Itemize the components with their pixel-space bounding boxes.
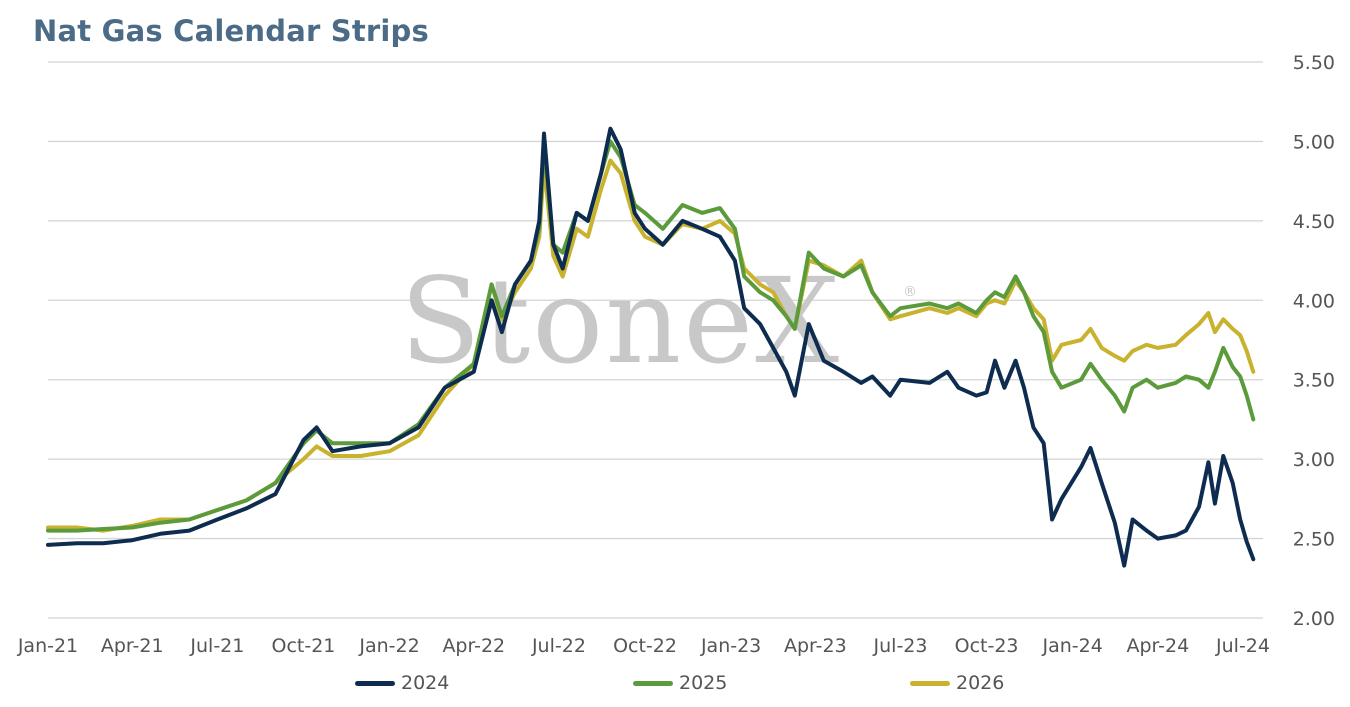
y-tick-label: 5.00 (1293, 131, 1335, 153)
legend-item-2025: 2025 (633, 672, 727, 694)
x-axis-ticks: Jan-21 Apr-21 Jul-21 Oct-21 Jan-22 Apr-22 Jul-… (17, 635, 1270, 657)
legend-swatch-2025 (633, 680, 673, 686)
x-tick-label: Apr-23 (784, 635, 847, 657)
x-tick-label: Jul-21 (189, 635, 244, 657)
legend-label-2026: 2026 (956, 672, 1005, 694)
legend-swatch-2026 (910, 680, 950, 686)
y-tick-label: 4.50 (1293, 211, 1335, 233)
x-tick-label: Jul-23 (873, 635, 928, 657)
x-tick-label: Jul-22 (531, 635, 586, 657)
x-tick-label: Jan-23 (700, 635, 761, 657)
x-tick-label: Jan-24 (1042, 635, 1103, 657)
y-tick-label: 4.00 (1293, 290, 1335, 312)
y-tick-label: 2.00 (1293, 608, 1335, 630)
legend-label-2025: 2025 (679, 672, 728, 694)
registered-mark-icon: ® (903, 284, 917, 300)
x-tick-label: Apr-21 (101, 635, 164, 657)
y-tick-label: 3.50 (1293, 370, 1335, 392)
y-tick-label: 5.50 (1293, 52, 1335, 74)
x-tick-label: Oct-22 (613, 635, 677, 657)
legend: 2024 2025 2026 (0, 672, 1350, 702)
series-lines (46, 126, 1256, 568)
x-tick-label: Apr-24 (1126, 635, 1189, 657)
x-tick-label: Jan-21 (17, 635, 78, 657)
chart-title: Nat Gas Calendar Strips (33, 14, 429, 48)
y-tick-label: 3.00 (1293, 449, 1335, 471)
legend-item-2024: 2024 (355, 672, 449, 694)
x-tick-label: Jul-24 (1215, 635, 1270, 657)
legend-swatch-2024 (355, 680, 395, 686)
x-tick-label: Oct-21 (272, 635, 336, 657)
y-axis-ticks: 5.50 5.00 4.50 4.00 3.50 3.00 2.50 2.00 (1293, 52, 1335, 630)
series-line-2024 (46, 126, 1256, 568)
series-line-2026 (46, 158, 1256, 533)
legend-label-2024: 2024 (401, 672, 450, 694)
x-tick-label: Oct-23 (955, 635, 1019, 657)
legend-item-2026: 2026 (910, 672, 1004, 694)
y-tick-label: 2.50 (1293, 529, 1335, 551)
x-tick-label: Jan-22 (358, 635, 419, 657)
x-tick-label: Apr-22 (442, 635, 505, 657)
